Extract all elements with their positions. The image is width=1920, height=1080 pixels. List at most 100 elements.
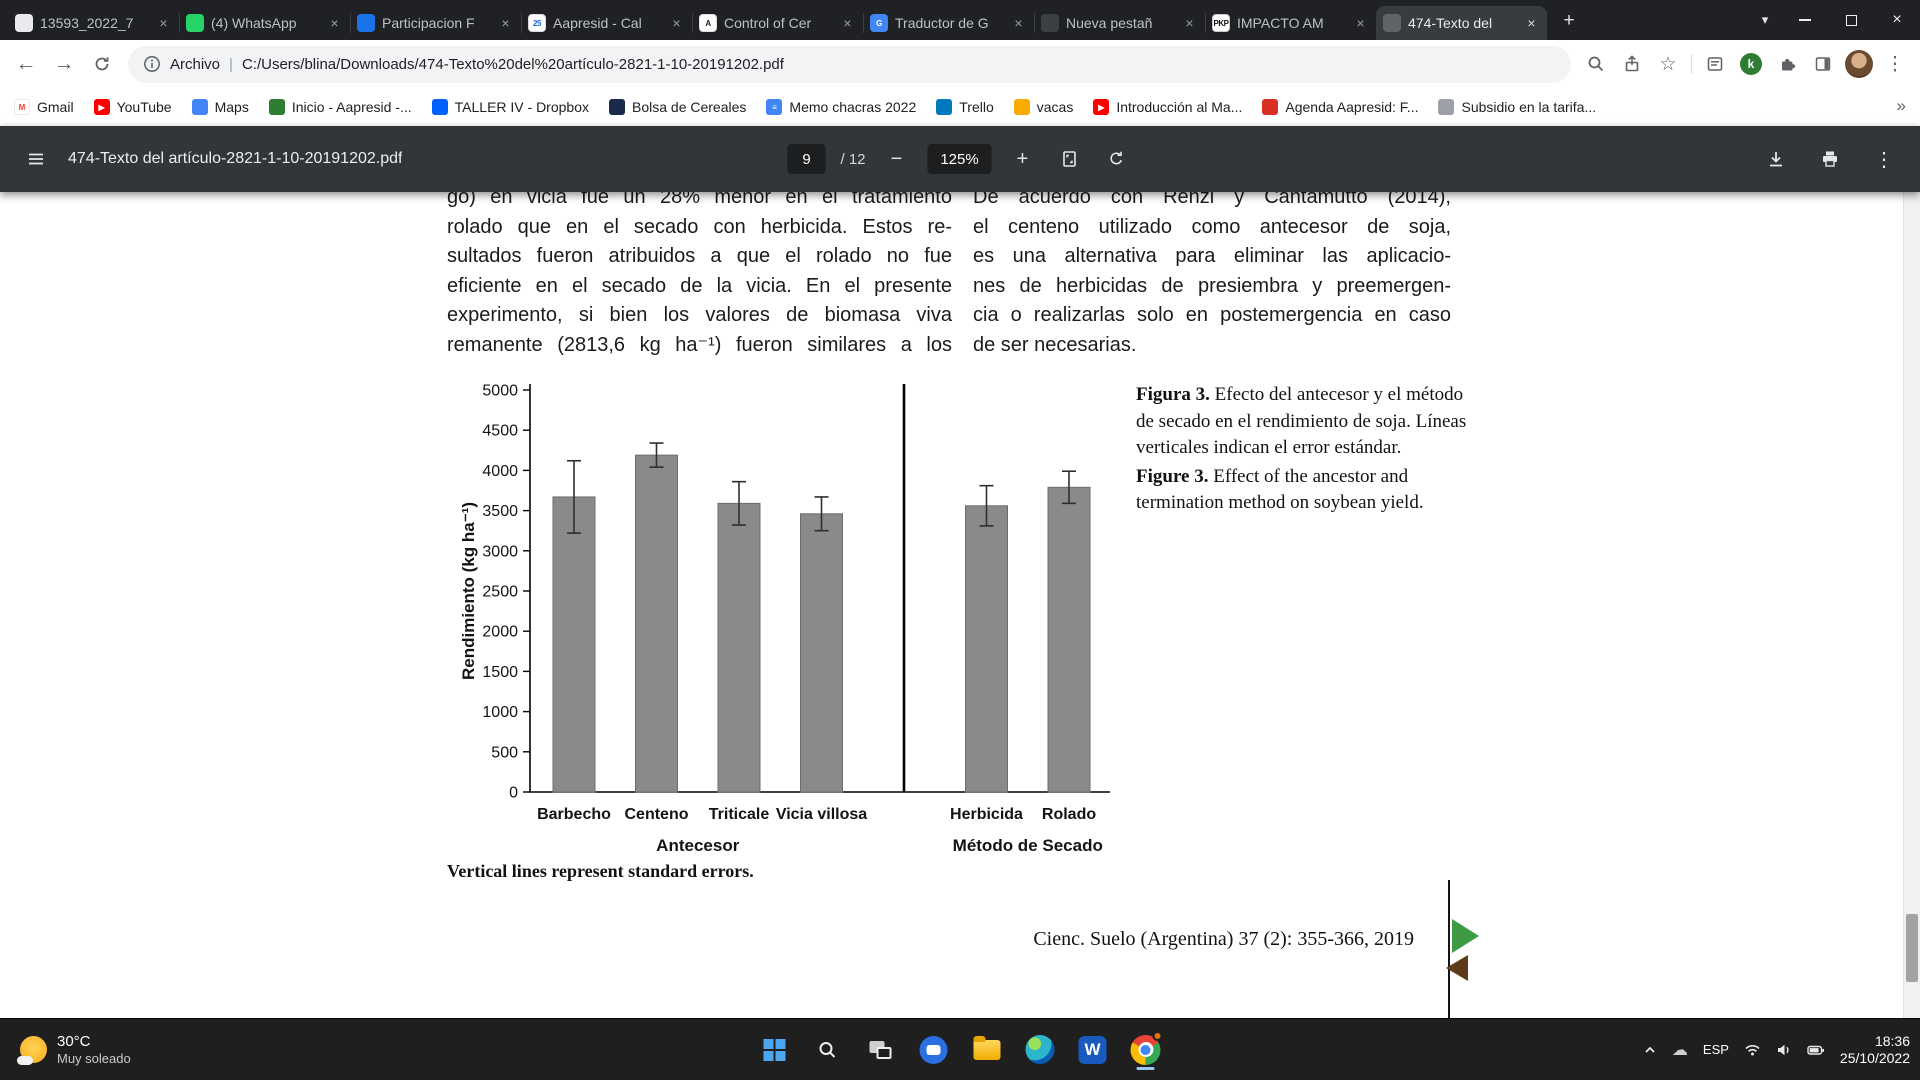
print-button[interactable]	[1814, 143, 1846, 175]
download-button[interactable]	[1760, 143, 1792, 175]
weather-temp: 30°C	[57, 1033, 91, 1050]
tab-close-icon[interactable]: ×	[159, 14, 168, 31]
svg-text:Método de Secado: Método de Secado	[953, 836, 1103, 855]
tab-close-icon[interactable]: ×	[1527, 14, 1536, 31]
tab-close-icon[interactable]: ×	[1356, 14, 1365, 31]
tab-close-icon[interactable]: ×	[843, 14, 852, 31]
edge-button[interactable]	[1018, 1028, 1062, 1072]
kaspersky-extension-button[interactable]: k	[1734, 47, 1768, 81]
clock-widget[interactable]: 18:36 25/10/2022	[1840, 1033, 1910, 1067]
pdf-page-controls: 9 / 12 − 125% +	[787, 143, 1132, 175]
pdf-more-button[interactable]: ⋮	[1874, 148, 1894, 171]
side-panel-button[interactable]	[1806, 47, 1840, 81]
svg-text:1500: 1500	[482, 664, 518, 681]
bookmark-item[interactable]: ≡ Memo chacras 2022	[766, 99, 916, 115]
tab-close-icon[interactable]: ×	[330, 14, 339, 31]
extensions-button[interactable]	[1770, 47, 1804, 81]
tab-close-icon[interactable]: ×	[672, 14, 681, 31]
bookmark-item[interactable]: Subsidio en la tarifa...	[1438, 99, 1596, 115]
svg-text:0: 0	[509, 785, 518, 802]
scrollbar-thumb[interactable]	[1906, 914, 1918, 982]
zoom-in-button[interactable]: +	[1016, 147, 1029, 170]
bookmark-star-button[interactable]: ☆	[1659, 53, 1677, 75]
battery-button[interactable]	[1807, 1042, 1825, 1058]
bookmark-item[interactable]: TALLER IV - Dropbox	[431, 99, 589, 115]
browser-tab[interactable]: (4) WhatsApp ×	[179, 6, 350, 40]
minimize-button[interactable]	[1782, 0, 1828, 40]
bookmark-item[interactable]: Trello	[936, 99, 994, 115]
tab-search-chevron-icon[interactable]: ▾	[1761, 12, 1769, 27]
reading-list-icon	[1707, 57, 1723, 71]
article-text-line: de ser necesarias.	[973, 333, 1137, 356]
tab-close-icon[interactable]: ×	[1014, 14, 1023, 31]
zoom-button[interactable]	[1579, 47, 1613, 81]
hidden-icons-button[interactable]	[1643, 1044, 1657, 1056]
rotate-button[interactable]	[1101, 143, 1133, 175]
site-info-icon[interactable]	[143, 55, 161, 73]
bookmark-item[interactable]: Inicio - Aapresid -...	[268, 99, 412, 115]
reading-list-button[interactable]	[1698, 47, 1732, 81]
side-panel-icon	[1815, 57, 1831, 71]
article-text-line: nes de herbicidas de presiembra y preeme…	[973, 274, 1451, 297]
active-app-indicator	[1136, 1066, 1155, 1070]
zoom-out-button[interactable]: −	[890, 147, 903, 170]
browser-tab[interactable]: 13593_2022_7 ×	[8, 6, 179, 40]
reload-button[interactable]	[84, 46, 120, 82]
bookmark-item[interactable]: ▶ Introducción al Ma...	[1093, 99, 1242, 115]
bookmark-item[interactable]: Maps	[191, 99, 249, 115]
onedrive-cloud-icon[interactable]: ☁	[1671, 1041, 1688, 1059]
fit-page-button[interactable]	[1054, 143, 1086, 175]
bookmark-label: Maps	[214, 99, 249, 115]
task-view-button[interactable]	[859, 1028, 903, 1072]
pdf-scrollbar[interactable]	[1903, 192, 1920, 1018]
browser-tab[interactable]: 474-Texto del ×	[1376, 6, 1547, 40]
close-window-button[interactable]: ×	[1892, 11, 1902, 28]
share-button[interactable]	[1615, 47, 1649, 81]
magnifier-icon	[1588, 56, 1604, 72]
word-button[interactable]: W	[1071, 1028, 1115, 1072]
svg-text:4000: 4000	[482, 463, 518, 480]
tab-title: IMPACTO AM	[1237, 15, 1324, 31]
language-indicator[interactable]: ESP	[1702, 1042, 1729, 1057]
browser-menu-button[interactable]: ⋮	[1885, 53, 1905, 75]
new-tab-button[interactable]: +	[1563, 10, 1575, 31]
bookmarks-overflow-button[interactable]: »	[1896, 96, 1906, 115]
pdf-menu-button[interactable]	[20, 143, 52, 175]
search-button[interactable]	[806, 1028, 850, 1072]
bookmark-item[interactable]: Bolsa de Cereales	[609, 99, 746, 115]
tab-close-icon[interactable]: ×	[1185, 14, 1194, 31]
start-button[interactable]	[753, 1028, 797, 1072]
bookmark-item[interactable]: vacas	[1013, 99, 1073, 115]
browser-tab[interactable]: G Traductor de G ×	[863, 6, 1034, 40]
wifi-button[interactable]	[1744, 1042, 1761, 1057]
tab-favicon-icon: A	[699, 14, 717, 32]
profile-button[interactable]	[1842, 47, 1876, 81]
caption-label: Figure 3.	[1136, 465, 1209, 487]
bookmark-item[interactable]: ▶ YouTube	[93, 99, 172, 115]
back-button[interactable]: ←	[15, 52, 37, 75]
tab-close-icon[interactable]: ×	[501, 14, 510, 31]
maximize-button[interactable]	[1828, 0, 1874, 40]
caption-text: Efecto del antecesor y el método de seca…	[1136, 384, 1467, 458]
browser-tab[interactable]: A Control of Cer ×	[692, 6, 863, 40]
svg-text:3500: 3500	[482, 503, 518, 520]
tab-title: Participacion F	[382, 15, 475, 31]
zoom-level-input[interactable]: 125%	[927, 144, 992, 174]
browser-tab[interactable]: PKP IMPACTO AM ×	[1205, 6, 1376, 40]
chrome-button[interactable]	[1124, 1028, 1168, 1072]
bookmark-label: Memo chacras 2022	[789, 99, 917, 115]
chat-button[interactable]	[912, 1028, 956, 1072]
file-explorer-button[interactable]	[965, 1028, 1009, 1072]
forward-button[interactable]: →	[53, 52, 75, 75]
bookmark-item[interactable]: Agenda Aapresid: F...	[1262, 99, 1418, 115]
bookmark-item[interactable]: M Gmail	[14, 99, 74, 115]
volume-button[interactable]	[1776, 1042, 1792, 1058]
page-number-input[interactable]: 9	[787, 144, 826, 174]
browser-tab[interactable]: Participacion F ×	[350, 6, 521, 40]
tab-favicon-icon: 25	[528, 14, 546, 32]
system-tray: ☁ ESP 18:36 25/10/2022	[1643, 1019, 1910, 1080]
browser-tab[interactable]: 25 Aapresid - Cal ×	[521, 6, 692, 40]
weather-widget[interactable]: 30°C Muy soleado	[12, 1019, 139, 1080]
browser-tab[interactable]: Nueva pestañ ×	[1034, 6, 1205, 40]
address-bar[interactable]: Archivo | C:/Users/blina/Downloads/474-T…	[128, 45, 1571, 83]
